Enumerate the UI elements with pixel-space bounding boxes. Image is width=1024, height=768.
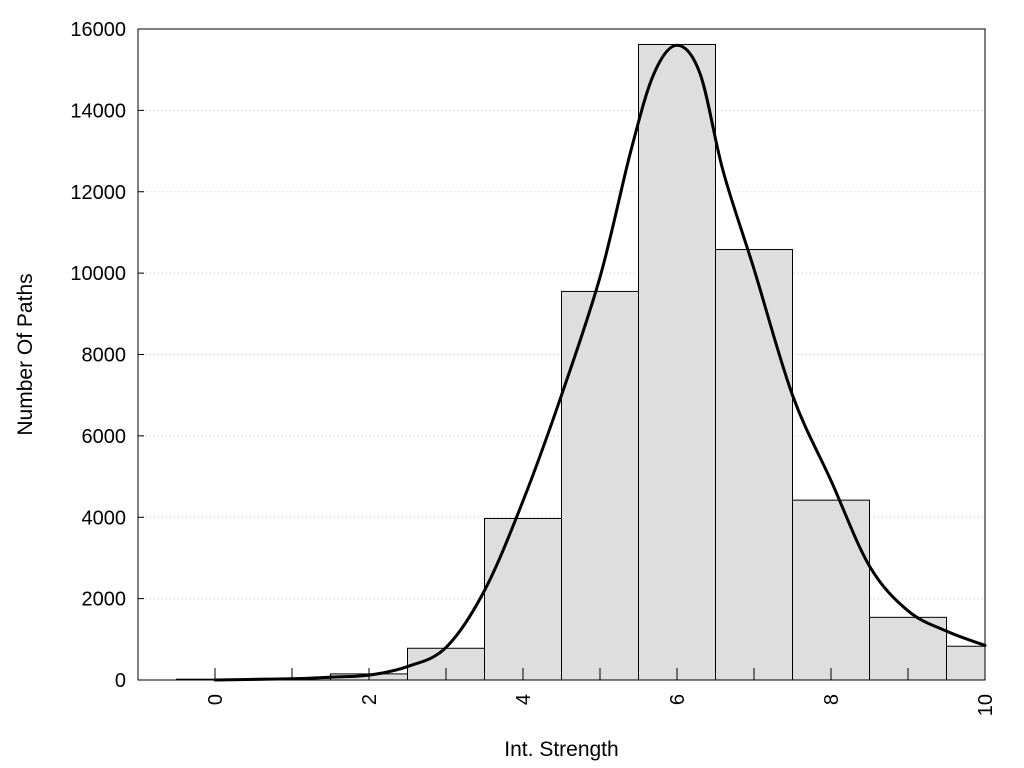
y-tick-label-2: 4000 (82, 507, 127, 529)
y-tick-labels: 0 2000 4000 6000 8000 10000 12000 14000 16000 (70, 19, 126, 692)
y-tick-label-7: 14000 (70, 100, 126, 122)
y-tick-label-3: 6000 (82, 426, 127, 448)
x-axis-label: Int. Strength (504, 738, 618, 761)
bar-10 (946, 645, 986, 681)
bars (176, 43, 986, 681)
x-tick-label-2: 4 (513, 694, 535, 705)
bar-4 (484, 517, 562, 681)
x-tick-label-1: 2 (359, 694, 381, 705)
y-tick-label-8: 16000 (70, 19, 126, 41)
y-tick-label-1: 2000 (82, 589, 127, 611)
y-tick-label-6: 12000 (70, 182, 126, 204)
tick-marks (138, 28, 986, 681)
x-tick-label-4: 8 (821, 694, 843, 705)
x-tick-labels: 0 2 4 6 8 10 (205, 694, 997, 716)
y-tick-label-4: 8000 (82, 345, 127, 367)
bar-7 (715, 249, 793, 681)
bar-6 (638, 43, 716, 681)
fit-curve-layer (213, 43, 987, 682)
y-tick-label-0: 0 (115, 670, 126, 692)
bar-8 (792, 499, 870, 681)
y-tick-label-5: 10000 (70, 263, 126, 285)
x-tick-label-0: 0 (205, 694, 227, 705)
fit-curve (213, 43, 987, 682)
x-tick-label-3: 6 (667, 694, 689, 705)
x-tick-label-5: 10 (975, 694, 997, 716)
bar-5 (561, 290, 639, 681)
y-axis-label: Number Of Paths (14, 273, 37, 435)
